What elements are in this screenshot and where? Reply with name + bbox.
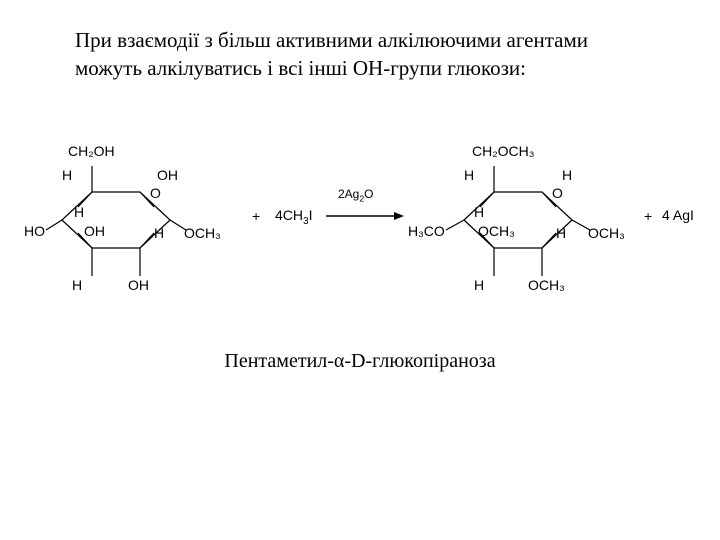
intro-line-2: можуть алкілуватись і всі інші ОН-групи …: [75, 56, 526, 80]
product-h-ul: H: [464, 168, 474, 182]
reaction-arrow: [324, 206, 404, 226]
reactant-h-ul: H: [62, 168, 72, 182]
reaction-scheme: O CH₂OH H OH H OH HO H OCH₃ H OH + 4CH3I…: [22, 130, 702, 320]
product-och3-b: OCH₃: [528, 278, 565, 292]
product-h-ur: H: [562, 168, 572, 182]
intro-text: При взаємодії з більш активними алкілююч…: [75, 26, 660, 83]
reactant-h-bl: H: [72, 278, 82, 292]
byproduct-agi: 4 AgI: [662, 208, 694, 222]
reactant-h-ml: H: [74, 205, 84, 219]
reactant-ch2oh: CH₂OH: [68, 144, 115, 158]
product-ch2och3: CH₂OCH₃: [472, 144, 534, 158]
product-och3-m: OCH₃: [478, 224, 515, 238]
reactant-oh-b: OH: [128, 278, 149, 292]
product-h3co-l: H₃CO: [408, 224, 445, 238]
product-h-ml: H: [474, 205, 484, 219]
ring-oxygen-product: O: [552, 185, 563, 201]
product-caption: Пентаметил-α-D-глюкопіраноза: [0, 350, 720, 373]
slide-page: При взаємодії з більш активними алкілююч…: [0, 0, 720, 540]
intro-line-1: При взаємодії з більш активними алкілююч…: [75, 28, 588, 52]
ring-oxygen-reactant: O: [150, 185, 161, 201]
plus-1: +: [252, 208, 260, 224]
product-h-bl: H: [474, 278, 484, 292]
plus-2: +: [644, 208, 652, 224]
reactant-oh-ur: OH: [157, 168, 178, 182]
reactant-och3-r: OCH₃: [184, 226, 221, 240]
reactant-ho-l: HO: [24, 224, 45, 238]
reaction-condition: 2Ag2O: [338, 188, 374, 200]
reactant-oh-m: OH: [84, 224, 105, 238]
reagent-ch3i: 4CH3I: [275, 208, 313, 222]
product-och3-r: OCH₃: [588, 226, 625, 240]
product-h-r: H: [556, 226, 566, 240]
reactant-ring-svg: O: [22, 130, 232, 310]
reactant-h-r: H: [154, 226, 164, 240]
